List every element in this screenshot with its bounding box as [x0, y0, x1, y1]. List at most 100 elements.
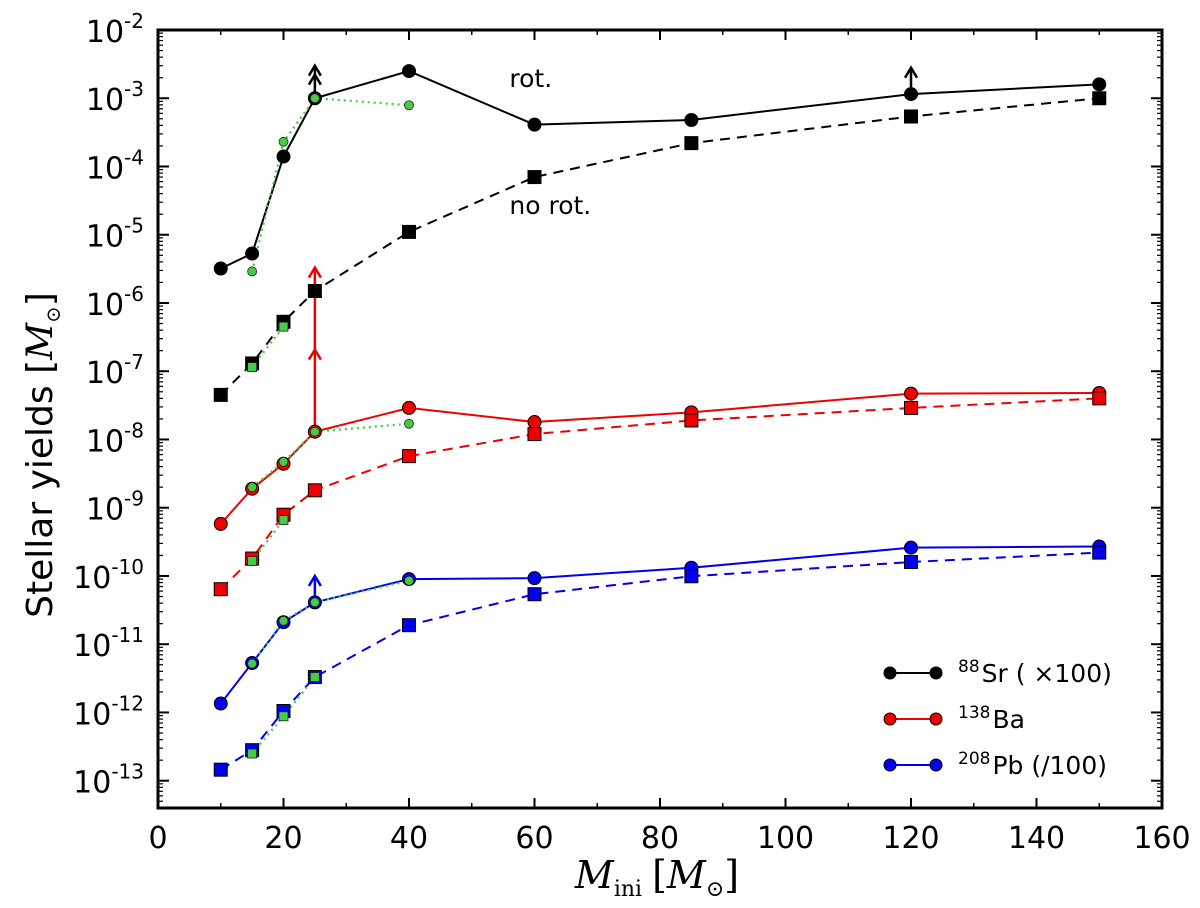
data-point	[904, 400, 918, 415]
data-point	[402, 64, 416, 79]
y-tick-label: 10-11	[73, 623, 144, 664]
data-point	[404, 575, 414, 586]
y-tick-label: 10-10	[73, 555, 144, 596]
annotation-label: rot.	[509, 64, 552, 93]
data-point	[245, 246, 260, 261]
series-line	[219, 545, 1100, 705]
data-point	[278, 136, 289, 147]
y-tick-label: 10-9	[86, 487, 144, 528]
x-tick-label: 0	[148, 821, 167, 856]
data-point	[247, 748, 258, 759]
series-line	[220, 70, 1100, 270]
y-tick-label: 10-7	[86, 350, 144, 391]
data-point	[213, 696, 228, 711]
data-point	[527, 117, 542, 132]
x-tick-label: 140	[1008, 821, 1065, 856]
data-point	[213, 762, 228, 777]
data-point	[904, 555, 918, 570]
data-point	[402, 400, 416, 415]
legend-marker	[929, 712, 943, 726]
arrow-head	[903, 65, 919, 79]
y-tick-label: 10-2	[86, 9, 144, 50]
data-point	[684, 569, 699, 584]
legend-marker	[883, 666, 897, 680]
data-point	[527, 415, 542, 430]
y-tick-label: 10-6	[86, 282, 144, 323]
x-tick-label: 80	[641, 821, 679, 856]
x-tick-label: 60	[515, 821, 553, 856]
x-tick-label: 160	[1133, 821, 1190, 856]
y-tick-label: 10-4	[86, 145, 144, 186]
series-line	[251, 325, 285, 368]
series-line	[251, 519, 285, 562]
data-point	[276, 149, 291, 164]
arrow-head	[307, 265, 322, 279]
y-tick-label: 10-12	[73, 691, 144, 732]
legend-marker	[929, 666, 943, 680]
series-line	[220, 97, 1100, 396]
data-point	[278, 711, 289, 722]
data-point	[1092, 77, 1107, 92]
x-axis-title: Mini [M⊙]	[574, 853, 739, 902]
x-tick-label: 120	[882, 821, 939, 856]
data-point	[904, 87, 918, 102]
data-point	[404, 418, 414, 429]
annotation-label: no rot.	[509, 191, 591, 220]
y-tick-label: 10-8	[86, 418, 144, 459]
y-axis-title: Stellar yields [M⊙]	[20, 292, 65, 618]
data-point	[527, 571, 542, 586]
legend-marker	[929, 758, 943, 772]
data-point	[278, 515, 289, 525]
legend-label: 208Pb (/100)	[958, 749, 1107, 780]
arrow-head	[307, 347, 322, 361]
data-point	[247, 362, 258, 372]
legend: 88Sr ( ×100) 138Ba 208Pb (/100)	[883, 657, 1112, 780]
data-point	[527, 170, 542, 185]
series-line	[220, 397, 1100, 590]
marker-layer	[213, 64, 1107, 777]
series-line	[251, 97, 410, 272]
series-line	[251, 422, 410, 489]
data-point	[278, 456, 289, 467]
data-point	[904, 109, 918, 124]
arrow-head	[307, 63, 322, 77]
tick-layer	[157, 29, 1163, 809]
plot-frame	[156, 28, 1164, 810]
data-point	[247, 482, 258, 493]
data-point	[309, 672, 320, 682]
x-tick-label: 20	[264, 821, 302, 856]
series-line	[251, 579, 410, 665]
data-point	[402, 449, 416, 464]
data-point	[527, 587, 542, 602]
data-point	[402, 224, 416, 239]
data-point	[404, 100, 414, 111]
data-point	[1092, 545, 1107, 560]
arrow-layer	[307, 63, 919, 603]
data-point	[278, 321, 289, 332]
data-point	[247, 556, 258, 567]
data-point	[309, 93, 320, 104]
data-point	[402, 618, 416, 633]
arrow-head	[307, 573, 322, 587]
data-point	[684, 136, 699, 151]
data-point	[684, 413, 699, 428]
data-point	[1092, 91, 1107, 106]
data-point	[1092, 391, 1107, 406]
data-point	[278, 615, 289, 626]
data-point	[307, 283, 322, 298]
y-tick-label: 10-3	[86, 77, 144, 118]
y-tick-label: 10-5	[86, 214, 144, 255]
data-point	[309, 597, 320, 608]
series-line	[220, 391, 1100, 525]
data-point	[213, 516, 228, 531]
x-tick-label: 40	[390, 821, 428, 856]
data-point	[247, 658, 258, 669]
arrow-head	[307, 72, 322, 86]
data-point	[527, 427, 542, 442]
legend-marker	[883, 758, 897, 772]
label-layer: 0 20 40 60 80 100 120 140 160 10-13 10-12 10-11 10-1…	[73, 9, 1190, 856]
data-point	[904, 540, 918, 555]
data-point	[904, 386, 918, 401]
legend-label: 138Ba	[958, 703, 1025, 734]
